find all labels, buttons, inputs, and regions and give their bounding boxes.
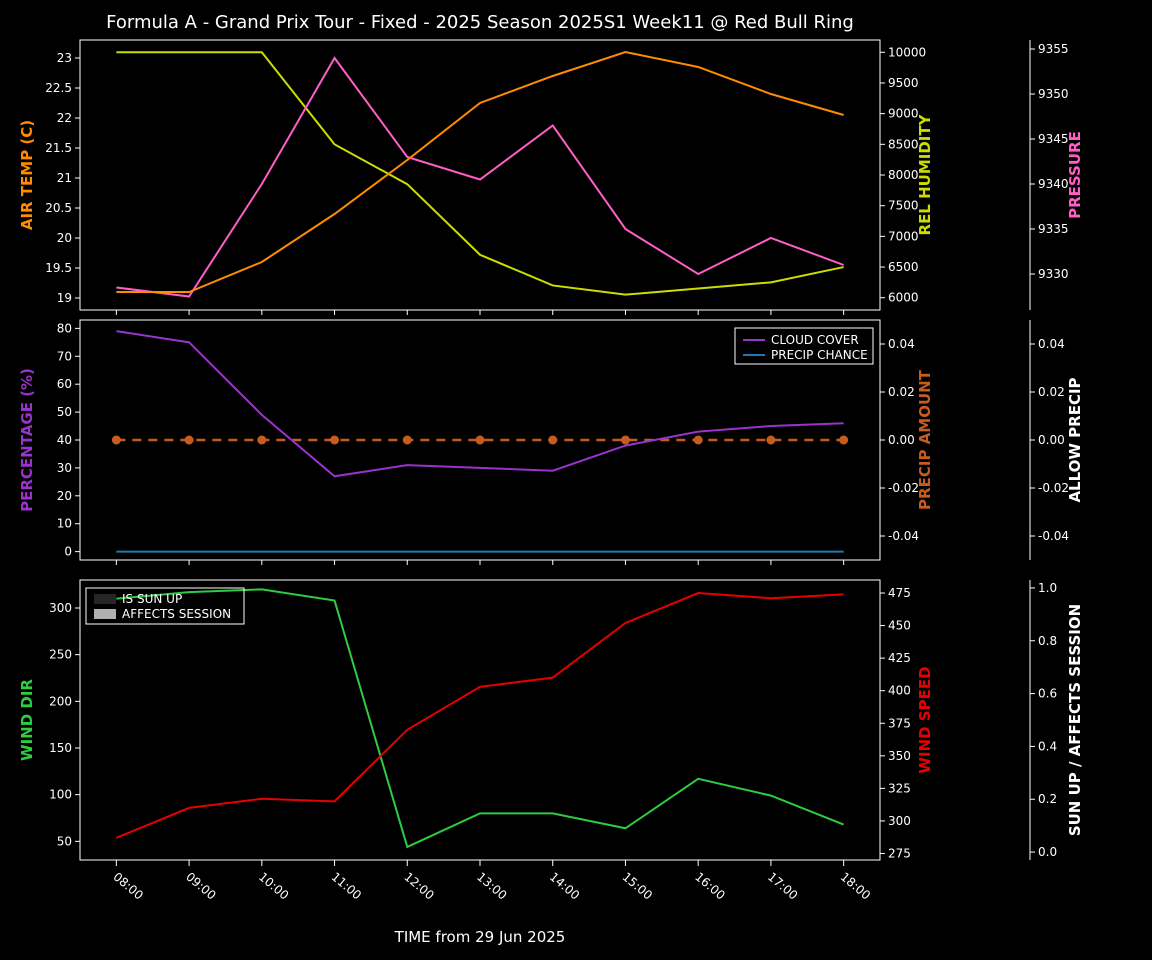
svg-text:325: 325 [888, 781, 911, 795]
svg-text:0: 0 [64, 545, 72, 559]
x-tick-label: 09:00 [183, 870, 218, 903]
svg-text:9345: 9345 [1038, 132, 1069, 146]
chart-title: Formula A - Grand Prix Tour - Fixed - 20… [106, 12, 854, 33]
svg-text:9350: 9350 [1038, 87, 1069, 101]
svg-text:0.4: 0.4 [1038, 739, 1057, 753]
svg-text:-0.04: -0.04 [1038, 529, 1069, 543]
x-tick-label: 18:00 [838, 870, 873, 903]
weather-chart: Formula A - Grand Prix Tour - Fixed - 20… [0, 0, 1152, 960]
svg-text:0.2: 0.2 [1038, 792, 1057, 806]
svg-text:350: 350 [888, 749, 911, 763]
svg-text:0.0: 0.0 [1038, 845, 1057, 859]
svg-text:300: 300 [49, 601, 72, 615]
svg-text:9000: 9000 [888, 107, 919, 121]
svg-text:150: 150 [49, 741, 72, 755]
svg-text:SUN UP / AFFECTS SESSION: SUN UP / AFFECTS SESSION [1066, 604, 1084, 836]
svg-text:22.5: 22.5 [45, 81, 72, 95]
svg-text:375: 375 [888, 716, 911, 730]
svg-text:PERCENTAGE (%): PERCENTAGE (%) [18, 368, 36, 512]
svg-text:WIND SPEED: WIND SPEED [916, 666, 934, 773]
x-tick-label: 17:00 [765, 870, 800, 903]
svg-text:PRECIP AMOUNT: PRECIP AMOUNT [916, 369, 934, 510]
svg-text:80: 80 [57, 321, 72, 335]
legend-cloud-cover: CLOUD COVER [771, 333, 859, 347]
svg-text:8500: 8500 [888, 137, 919, 151]
svg-text:475: 475 [888, 586, 911, 600]
x-tick-label: 11:00 [329, 870, 364, 903]
x-tick-label: 12:00 [401, 870, 436, 903]
svg-text:50: 50 [57, 834, 72, 848]
svg-text:9340: 9340 [1038, 177, 1069, 191]
svg-text:100: 100 [49, 788, 72, 802]
svg-text:ALLOW PRECIP: ALLOW PRECIP [1066, 377, 1084, 502]
svg-text:0.04: 0.04 [1038, 337, 1065, 351]
svg-text:REL HUMIDITY: REL HUMIDITY [916, 113, 934, 235]
svg-text:19.5: 19.5 [45, 261, 72, 275]
svg-text:20.5: 20.5 [45, 201, 72, 215]
svg-text:0.00: 0.00 [888, 433, 915, 447]
svg-text:0.02: 0.02 [888, 385, 915, 399]
x-tick-label: 14:00 [547, 870, 582, 903]
svg-text:1.0: 1.0 [1038, 581, 1057, 595]
svg-text:275: 275 [888, 846, 911, 860]
svg-text:21: 21 [57, 171, 72, 185]
svg-text:20: 20 [57, 489, 72, 503]
svg-text:7000: 7000 [888, 229, 919, 243]
svg-text:10000: 10000 [888, 45, 926, 59]
svg-text:6000: 6000 [888, 291, 919, 305]
svg-text:8000: 8000 [888, 168, 919, 182]
x-tick-label: 10:00 [256, 870, 291, 903]
svg-text:-0.02: -0.02 [1038, 481, 1069, 495]
svg-text:300: 300 [888, 814, 911, 828]
svg-text:425: 425 [888, 651, 911, 665]
x-tick-label: 15:00 [620, 870, 655, 903]
svg-text:19: 19 [57, 291, 72, 305]
svg-text:70: 70 [57, 349, 72, 363]
svg-text:50: 50 [57, 405, 72, 419]
legend-affects-session: AFFECTS SESSION [122, 607, 231, 621]
svg-text:30: 30 [57, 461, 72, 475]
svg-text:AIR TEMP (C): AIR TEMP (C) [18, 120, 36, 230]
svg-text:400: 400 [888, 684, 911, 698]
svg-text:0.8: 0.8 [1038, 634, 1057, 648]
x-tick-label: 13:00 [474, 870, 509, 903]
svg-text:0.02: 0.02 [1038, 385, 1065, 399]
svg-text:-0.04: -0.04 [888, 529, 919, 543]
x-tick-label: 16:00 [692, 870, 727, 903]
svg-text:9355: 9355 [1038, 42, 1069, 56]
svg-text:250: 250 [49, 648, 72, 662]
svg-text:40: 40 [57, 433, 72, 447]
svg-text:7500: 7500 [888, 199, 919, 213]
svg-text:PRESSURE: PRESSURE [1066, 131, 1084, 219]
svg-text:60: 60 [57, 377, 72, 391]
svg-text:200: 200 [49, 694, 72, 708]
x-tick-label: 08:00 [110, 870, 145, 903]
svg-text:-0.02: -0.02 [888, 481, 919, 495]
svg-text:21.5: 21.5 [45, 141, 72, 155]
svg-text:6500: 6500 [888, 260, 919, 274]
svg-text:WIND DIR: WIND DIR [18, 679, 36, 761]
svg-text:10: 10 [57, 517, 72, 531]
svg-text:20: 20 [57, 231, 72, 245]
legend-precip-chance: PRECIP CHANCE [771, 348, 868, 362]
legend-sun-up: IS SUN UP [122, 592, 182, 606]
svg-text:450: 450 [888, 619, 911, 633]
svg-text:9335: 9335 [1038, 222, 1069, 236]
svg-text:22: 22 [57, 111, 72, 125]
svg-text:9330: 9330 [1038, 267, 1069, 281]
x-axis-label: TIME from 29 Jun 2025 [394, 928, 566, 946]
svg-text:0.04: 0.04 [888, 337, 915, 351]
svg-text:23: 23 [57, 51, 72, 65]
svg-text:0.6: 0.6 [1038, 687, 1057, 701]
svg-text:9500: 9500 [888, 76, 919, 90]
svg-text:0.00: 0.00 [1038, 433, 1065, 447]
